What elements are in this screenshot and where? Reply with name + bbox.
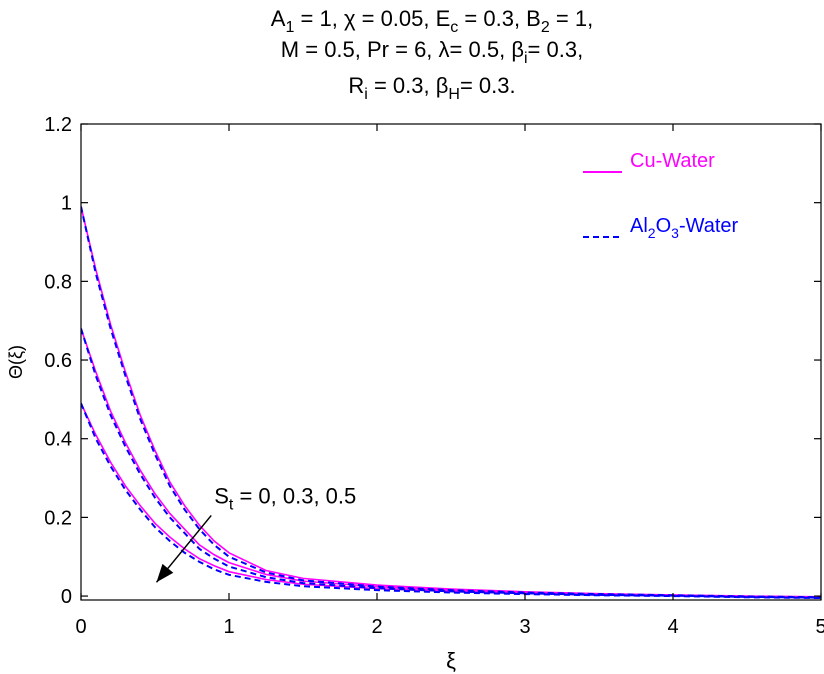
y-tick-label: 1 — [61, 193, 72, 215]
axes-box — [80, 123, 822, 601]
x-tick-label: 3 — [519, 616, 530, 638]
title-line-2: M = 0.5, Pr = 6, λ= 0.5, βi= 0.3, — [281, 37, 583, 67]
y-tick-label: 0.4 — [44, 429, 72, 451]
y-axis-label: Θ(ξ) — [6, 345, 26, 379]
x-tick-label: 5 — [815, 616, 824, 638]
y-tick-label: 0.8 — [44, 271, 72, 293]
legend: Cu-Water Al2O3-Water — [583, 150, 739, 241]
x-tick-label: 1 — [223, 616, 234, 638]
chart-title: A1 = 1, χ = 0.05, Ec = 0.3, B2 = 1,M = 0… — [271, 6, 593, 103]
x-tick-label: 4 — [667, 616, 678, 638]
y-tick-label: 0 — [61, 586, 72, 608]
series-al-st-0_3 — [81, 328, 821, 599]
annotation-label: St = 0, 0.3, 0.5 — [214, 484, 356, 514]
axes: 0 1 2 3 4 5 0 0.2 0.4 0.6 0.8 1 1.2 ξ Θ(ξ) — [6, 114, 824, 673]
x-axis-label: ξ — [446, 648, 456, 673]
title-line-3: Ri = 0.3, βH= 0.3. — [348, 73, 515, 103]
y-tick-label: 0.6 — [44, 350, 72, 372]
legend-label-cu: Cu-Water — [630, 150, 715, 172]
y-tick-label: 0.2 — [44, 507, 72, 529]
series-al-st-0 — [81, 206, 821, 599]
legend-label-al: Al2O3-Water — [630, 215, 739, 241]
x-tick-label: 0 — [75, 616, 86, 638]
x-tick-label: 2 — [371, 616, 382, 638]
annotation-arrow-head — [156, 563, 174, 583]
series-al-st-0_5 — [81, 402, 821, 600]
annotation: St = 0, 0.3, 0.5 — [155, 484, 356, 583]
title-line-1: A1 = 1, χ = 0.05, Ec = 0.3, B2 = 1, — [271, 6, 593, 36]
y-tick-label: 1.2 — [44, 114, 72, 136]
plot-area — [81, 206, 821, 600]
